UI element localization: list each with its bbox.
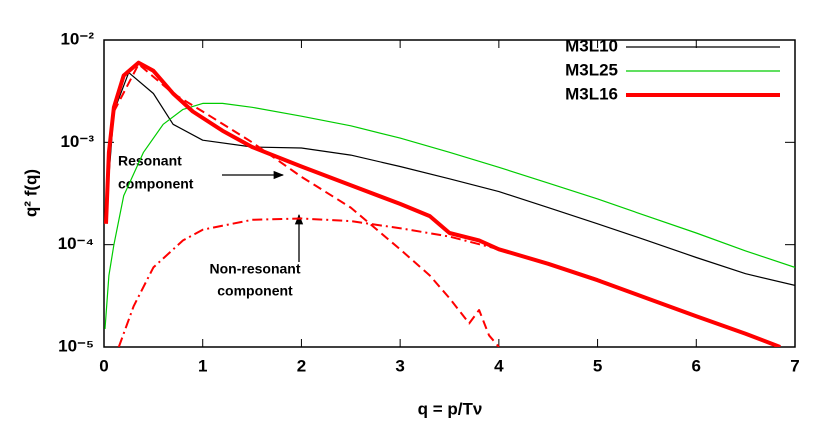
y-tick-label: 10⁻³ [60,132,94,151]
x-axis-label: q = p/Tν [418,399,483,418]
x-tick-label: 6 [692,356,701,375]
series-line [104,102,795,330]
y-tick-label: 10⁻⁴ [58,234,94,253]
x-tick-label: 4 [494,356,504,375]
y-tick-label: 10⁻⁵ [58,336,94,355]
y-tick-label: 10⁻² [60,29,94,48]
plot-frame [103,39,796,348]
legend-label: M3L10 [565,36,618,55]
x-tick-label: 1 [198,356,207,375]
annotation: component [118,176,194,192]
series-line [117,217,781,347]
x-tick-label: 5 [593,356,602,375]
annotation: Non-resonant [210,261,301,277]
x-tick-label: 3 [395,356,404,375]
y-axis-label: q² f(q) [21,169,40,217]
annotation: Resonant [118,153,182,169]
legend-label: M3L16 [565,84,618,103]
x-tick-label: 0 [99,356,108,375]
legend-label: M3L25 [565,60,618,79]
series-line [105,72,795,286]
series-line [113,63,500,347]
annotation: component [217,283,293,299]
series-line [104,60,781,347]
x-tick-label: 7 [790,356,799,375]
x-tick-label: 2 [297,356,306,375]
